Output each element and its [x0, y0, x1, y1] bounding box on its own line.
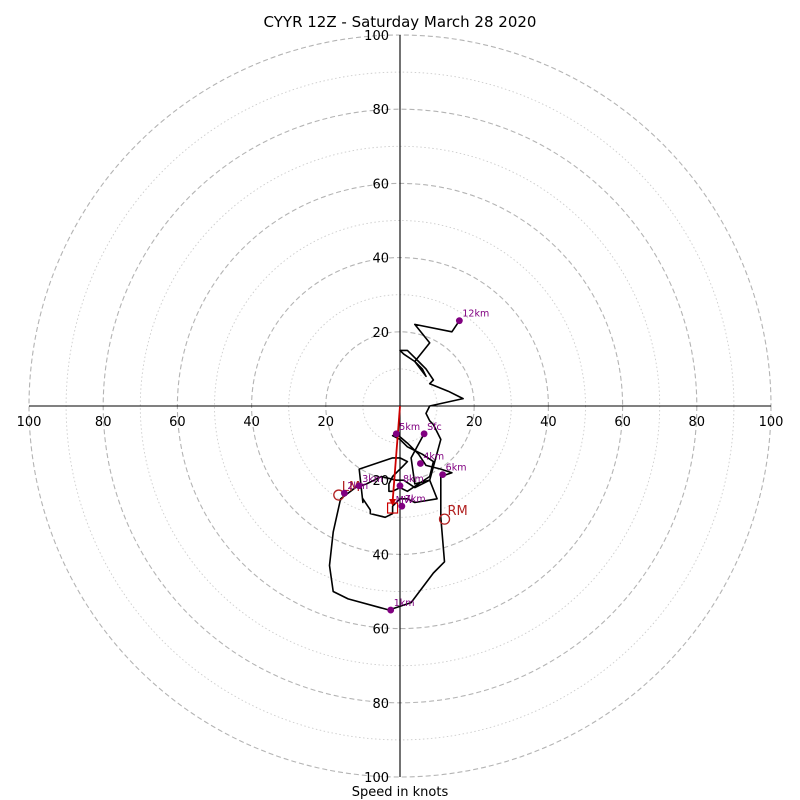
tick-label-south: 40: [372, 548, 389, 563]
height-label: 1km: [394, 598, 415, 609]
ring-tick-labels: 2020202040404040606060608080808010010010…: [17, 29, 784, 786]
tick-label-north: 100: [364, 29, 389, 44]
height-label: 12km: [462, 309, 489, 320]
tick-label-west: 80: [95, 415, 112, 430]
height-marker: [387, 606, 395, 614]
mean-wind-marker: [386, 502, 399, 514]
storm-motion-marker: [438, 513, 451, 525]
height-markers: Sfc1km2km3km4km5km6km7km8km12km: [340, 309, 489, 614]
height-marker: [398, 502, 406, 510]
tick-label-north: 40: [372, 252, 389, 267]
height-label: 6km: [446, 463, 467, 474]
storm-motion-label: RM: [448, 504, 468, 519]
tick-label-north: 20: [372, 326, 389, 341]
tick-label-east: 80: [689, 415, 706, 430]
hodograph-line: [328, 320, 464, 611]
height-label: 7km: [405, 494, 426, 505]
tick-label-south: 80: [372, 697, 389, 712]
chart-title: CYYR 12Z - Saturday March 28 2020: [264, 13, 537, 31]
height-marker: [396, 482, 404, 490]
mean-wind-vector: [391, 405, 401, 503]
tick-label-east: 60: [614, 415, 631, 430]
tick-label-north: 80: [372, 103, 389, 118]
height-marker: [439, 471, 447, 479]
tick-label-south: 100: [364, 771, 389, 786]
height-label: 5km: [399, 422, 420, 433]
height-label: 8km: [403, 474, 424, 485]
tick-label-west: 40: [243, 415, 260, 430]
height-marker: [340, 489, 348, 497]
mean-wind-label: MW: [396, 495, 414, 506]
height-marker: [420, 430, 428, 438]
x-axis-label: Speed in knots: [352, 785, 449, 800]
tick-label-west: 60: [169, 415, 186, 430]
height-marker: [417, 460, 424, 467]
tick-label-south: 60: [372, 623, 389, 638]
tick-label-west: 100: [17, 415, 42, 430]
height-marker: [355, 482, 363, 490]
tick-label-north: 60: [372, 177, 389, 192]
tick-label-east: 100: [759, 415, 784, 430]
height-marker: [455, 317, 463, 325]
tick-label-east: 20: [466, 415, 483, 430]
height-label: Sfc: [427, 422, 442, 433]
tick-label-east: 40: [540, 415, 557, 430]
tick-label-west: 20: [318, 415, 335, 430]
hodograph-trace: [328, 320, 464, 611]
height-marker: [392, 430, 400, 438]
height-label: 4km: [423, 452, 444, 463]
height-label: 3km: [362, 474, 383, 485]
